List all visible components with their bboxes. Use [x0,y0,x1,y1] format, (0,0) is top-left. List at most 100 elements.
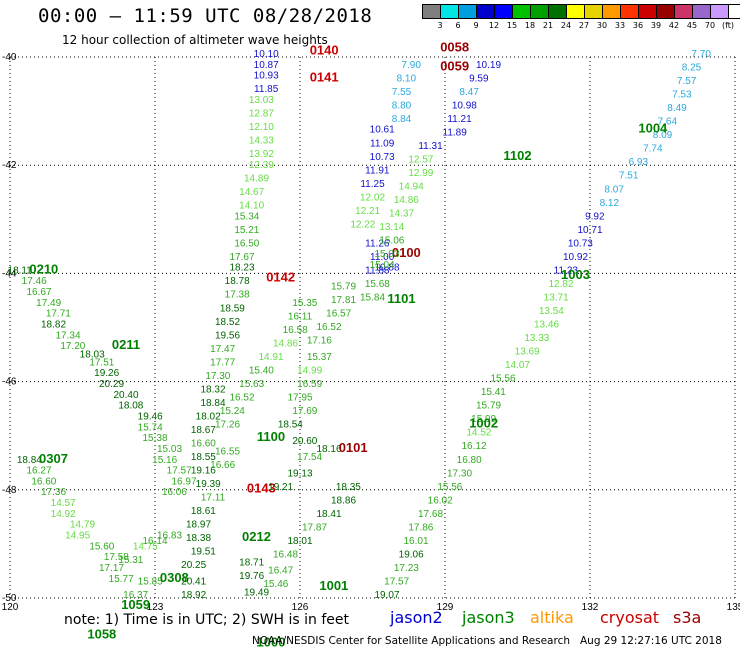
pass-time-label: 0211 [112,337,140,352]
wave-height-value: 17.95 [287,393,312,404]
wave-height-value: 11.31 [418,141,443,152]
wave-height-value: 19.46 [138,411,163,422]
wave-height-value: 10.88 [374,263,399,274]
wave-height-value: 17.34 [55,330,80,341]
wave-height-value: 14.67 [239,187,264,198]
wave-height-value: 17.51 [89,357,114,368]
pass-time-label: 0143 [247,481,276,496]
wave-height-value: 10.87 [254,60,279,71]
wave-height-value: 18.01 [287,536,312,547]
wave-height-value: 15.38 [142,433,167,444]
wave-height-value: 8.12 [600,198,620,209]
wave-height-value: 20.60 [292,436,317,447]
wave-height-value: 16.47 [268,566,293,577]
wave-height-value: 15.56 [437,482,462,493]
wave-height-value: 16.37 [123,590,148,601]
wave-height-value: 17.26 [215,420,240,431]
page-title: 00:00 – 11:59 UTC 08/28/2018 [38,5,373,27]
chart-subtitle: 12 hour collection of altimeter wave hei… [62,33,328,47]
colorbar-swatches [422,4,740,19]
wave-height-value: 12.99 [408,168,433,179]
wave-height-value: 11.09 [370,138,395,149]
pass-time-label: 1102 [503,148,531,163]
wave-height-value: 11.85 [254,84,279,95]
wave-height-value: 14.95 [65,530,90,541]
colorbar-label: 3 [437,21,443,30]
wave-height-value: 15.41 [481,387,506,398]
x-tick-label: 120 [2,602,19,613]
pass-time-label: 0101 [339,440,368,455]
wave-height-value: 11.88 [365,265,390,276]
wave-height-value: 16.14 [142,536,167,547]
wave-height-value: 10.61 [370,125,395,136]
wave-height-value: 8.80 [392,100,412,111]
colorbar-label: 36 [632,21,644,30]
wave-height-value: 8.07 [604,184,624,195]
wave-height-value: 16.58 [283,325,308,336]
colorbar-legend: 3 6 9 12 15 18 21 24 27 30 33 36 39 42 45 70 (ft) [422,4,740,30]
wave-height-value: 18.71 [239,558,264,569]
satellite-legend-altika: altika [530,608,574,627]
wave-height-value: 10.73 [568,238,593,249]
wave-height-value: 17.58 [104,552,129,563]
wave-height-value: 20.25 [181,560,206,571]
wave-height-value: 7.64 [658,117,678,128]
wave-height-value: 20.29 [99,379,124,390]
wave-height-value: 17.36 [41,487,66,498]
wave-height-value: 14.86 [273,338,298,349]
wave-height-value: 18.32 [200,384,225,395]
wave-height-value: 16.01 [403,536,428,547]
wave-height-value: 18.92 [181,590,206,601]
wave-height-value: 15.04 [370,260,395,271]
wave-height-value: 10.73 [370,152,395,163]
wave-height-value: 18.08 [118,401,143,412]
wave-height-value: 16.80 [457,455,482,466]
track-1001: 18.35 18.86 18.41 17.87 18.01 16.48 16.47 15.46… [263,482,361,593]
wave-height-value: 11.23 [554,265,579,276]
x-tick-label: 129 [437,602,454,613]
wave-height-value: 10.19 [476,60,501,71]
axes: 120 123 126 129 132 135 -40 -42 -44 -46 -48 -50 [2,52,740,613]
track-data: 18.1117.4616.6717.4917.7118.8217.3417.20… [8,40,712,650]
colorbar-label: 70 [704,21,716,30]
wave-height-value: 17.23 [394,563,419,574]
wave-height-value: 17.54 [297,452,322,463]
wave-height-value: 18.97 [186,520,211,531]
wave-height-value: 12.82 [548,279,573,290]
track-0210: 18.1117.4616.6717.4917.7118.8217.3417.20… [8,261,197,498]
wave-height-value: 15.03 [157,444,182,455]
wave-height-value: 6.93 [629,157,649,168]
wave-height-value: 12.57 [408,154,433,165]
wave-height-value: 19.76 [239,571,264,582]
wave-height-value: 14.57 [51,498,76,509]
colorbar-label: 9 [473,21,479,30]
track-1000: 18.71 19.76 19.49 1000 [239,558,285,650]
wave-height-value: 16.02 [428,495,453,506]
wave-height-value: 16.66 [210,460,235,471]
colorbar-label: 39 [650,21,662,30]
wave-height-value: 7.51 [619,171,639,182]
pass-time-label: 1059 [121,597,150,612]
wave-height-value: 15.68 [365,279,390,290]
wave-height-value: 18.55 [191,452,216,463]
footnote: note: 1) Time is in UTC; 2) SWH is in fe… [64,612,350,628]
wave-height-value: 17.87 [302,522,327,533]
wave-height-value: 13.46 [534,320,559,331]
wave-height-value: 16.06 [162,487,187,498]
wave-height-value: 19.51 [191,547,216,558]
colorbar-label: 33 [614,21,626,30]
track-0142: 0142 [266,270,295,285]
wave-height-value: 18.82 [41,320,66,331]
wave-height-value: 17.71 [46,309,71,320]
pass-time-label: 0142 [266,270,295,285]
wave-height-value: 13.69 [515,347,540,358]
wave-height-value: 14.91 [258,352,283,363]
wave-height-value: 14.99 [297,365,322,376]
wave-height-value: 15.46 [263,579,288,590]
wave-height-value: 15.31 [118,555,143,566]
pass-time-label: 0100 [392,245,421,260]
wave-height-value: 16.27 [26,466,51,477]
